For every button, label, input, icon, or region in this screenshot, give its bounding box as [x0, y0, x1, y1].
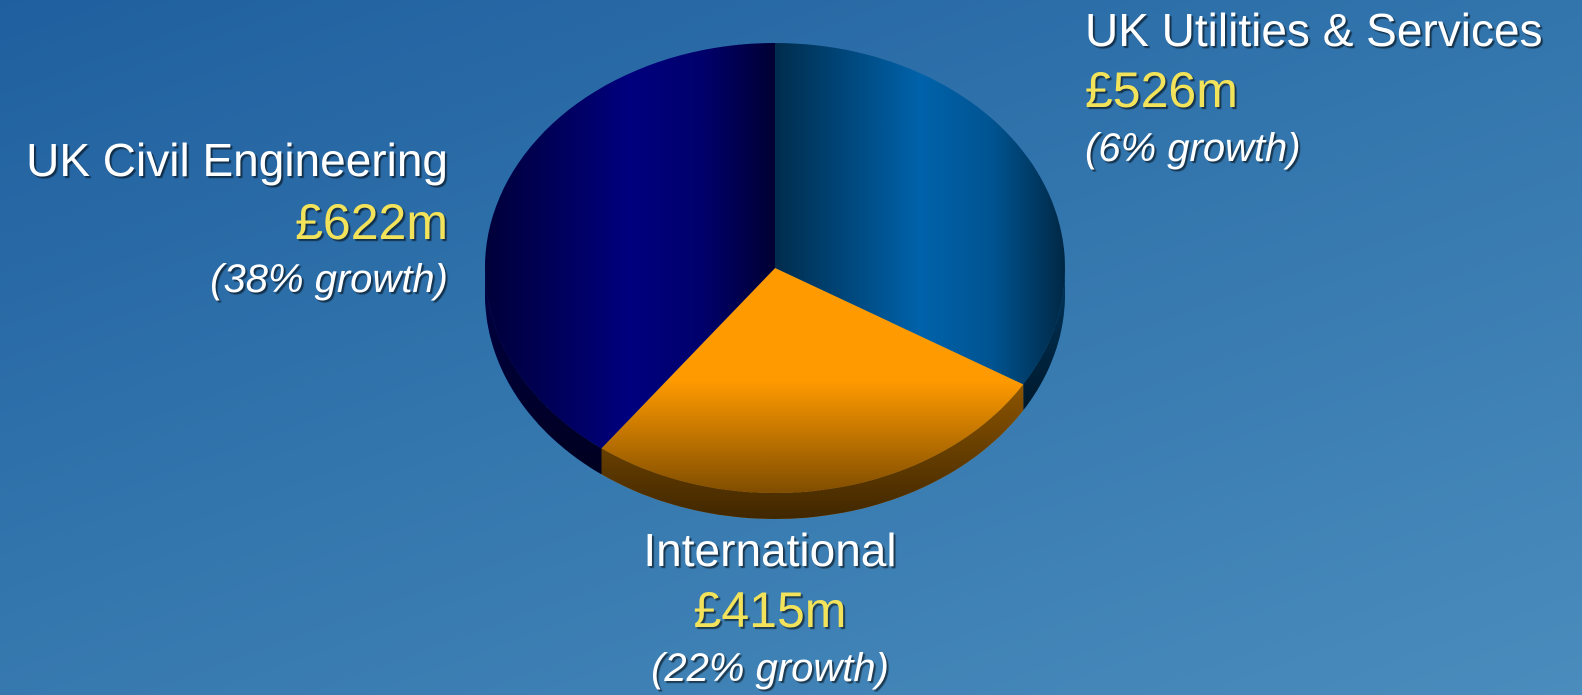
pie-slice-shade — [485, 43, 775, 449]
pie-side-shade — [485, 268, 602, 475]
value-label: £526m — [1085, 62, 1238, 118]
slice-label: International £415m (22% growth) — [643, 524, 896, 690]
value-label: £415m — [694, 582, 847, 638]
category-label: International — [643, 524, 896, 576]
growth-label: (38% growth) — [210, 257, 448, 301]
slice-label: UK Utilities & Services £526m (6% growth) — [1085, 4, 1543, 170]
growth-label: (22% growth) — [651, 646, 889, 690]
pie-side-shade — [601, 384, 1024, 519]
category-label: UK Utilities & Services — [1085, 4, 1543, 56]
value-label: £622m — [295, 194, 448, 250]
growth-label: (6% growth) — [1085, 126, 1301, 170]
pie-slice-shade — [601, 268, 1024, 493]
slice-label: UK Civil Engineering £622m (38% growth) — [26, 134, 448, 301]
category-label: UK Civil Engineering — [26, 134, 448, 186]
pie-slice-shade — [775, 43, 1065, 385]
pie-side-shade — [1023, 268, 1065, 411]
